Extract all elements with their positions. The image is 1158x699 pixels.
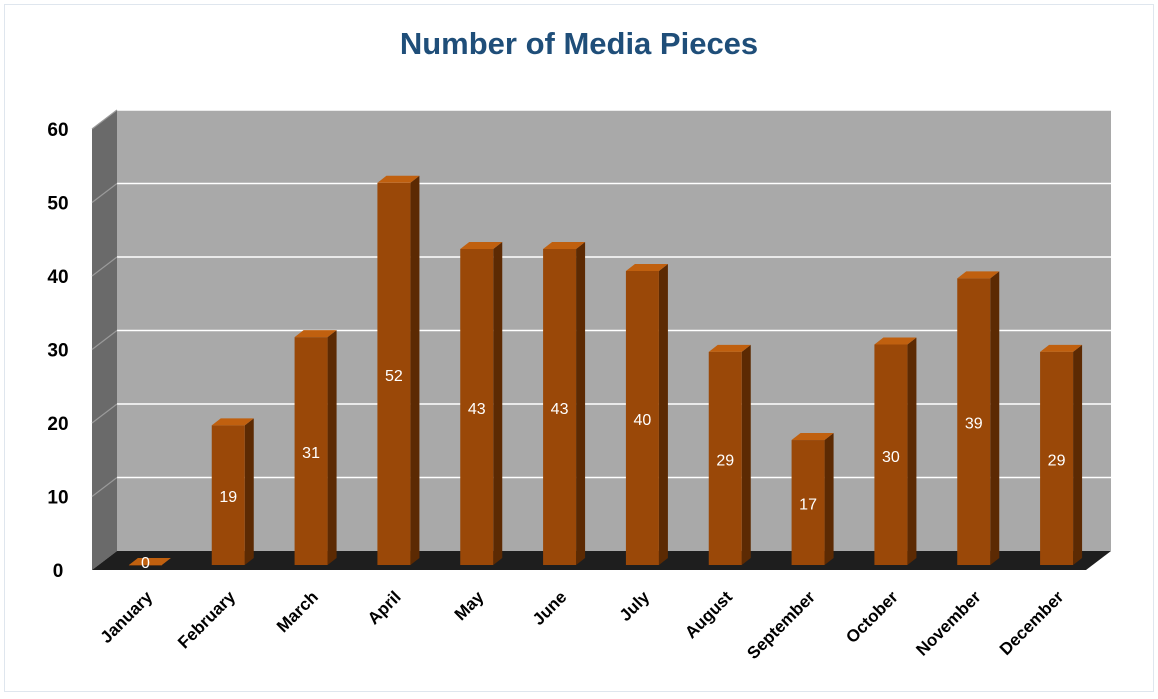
bar-top: [874, 337, 917, 345]
data-label: 30: [882, 449, 900, 466]
bar: [1040, 351, 1074, 565]
bar: [294, 337, 328, 565]
bar-top: [128, 558, 171, 565]
bar-top: [543, 241, 586, 249]
data-label: 17: [799, 497, 817, 514]
x-tick-label: May: [451, 587, 488, 624]
bar: [874, 344, 908, 565]
x-tick-label: March: [273, 587, 322, 636]
chart-title: Number of Media Pieces: [399, 26, 759, 61]
x-tick-label: July: [616, 587, 654, 625]
bar-side: [658, 264, 668, 565]
data-label: 43: [468, 401, 486, 418]
y-tick-label: 10: [47, 488, 68, 509]
y-tick-label: 0: [53, 561, 64, 582]
bar-top: [708, 344, 751, 352]
y-tick-label: 40: [47, 267, 68, 288]
bar: [957, 278, 991, 565]
data-label: 19: [219, 489, 237, 506]
data-label: 52: [385, 368, 403, 385]
bar-side: [327, 330, 337, 565]
bar-top: [957, 271, 1000, 279]
y-tick-label: 20: [47, 414, 68, 435]
bar: [543, 248, 577, 565]
bar-side: [1073, 344, 1083, 565]
bar: [460, 248, 494, 565]
bar: [377, 182, 411, 566]
x-tick-label: August: [681, 587, 736, 642]
gridline-side: [91, 256, 118, 277]
y-tick-label: 60: [47, 120, 68, 141]
x-tick-label: December: [996, 587, 1068, 659]
x-tick-label: April: [364, 587, 405, 628]
gridline-side: [91, 109, 118, 130]
bar-top: [791, 433, 834, 441]
bar-side: [244, 418, 254, 565]
bar-side: [493, 241, 503, 565]
data-label: 29: [1048, 452, 1066, 469]
bar: [625, 271, 659, 565]
bar-top: [460, 241, 503, 249]
bar: [791, 440, 825, 565]
bar-top: [1040, 344, 1083, 352]
bar-side: [576, 241, 586, 565]
data-label: 29: [716, 452, 734, 469]
bar-top: [377, 175, 420, 183]
y-tick-label: 50: [47, 194, 68, 215]
bar-side: [990, 271, 1000, 565]
x-tick-label: February: [174, 587, 239, 652]
bar-side: [824, 433, 834, 565]
x-tick-label: November: [912, 587, 984, 659]
bar-top: [625, 264, 668, 271]
bar-top: [211, 418, 254, 426]
bar-side: [410, 175, 420, 566]
bar-top: [294, 330, 337, 338]
bar: [128, 565, 162, 566]
x-tick-label: June: [529, 587, 570, 628]
bar-side: [741, 344, 751, 565]
gridline-side: [91, 477, 118, 497]
gridline-side: [91, 330, 118, 350]
data-label: 39: [965, 416, 983, 433]
x-tick-label: October: [842, 587, 902, 647]
bar-side: [907, 337, 917, 565]
x-tick-label: September: [743, 587, 819, 663]
gridline-side: [91, 403, 118, 424]
gridline-side: [91, 183, 118, 203]
data-label: 31: [302, 445, 320, 462]
data-label: 40: [634, 412, 652, 429]
floor: [92, 551, 1111, 570]
y-tick-label: 30: [47, 341, 68, 362]
data-label: 43: [551, 401, 569, 418]
x-tick-label: January: [97, 587, 157, 647]
data-label: 0: [141, 555, 150, 572]
bar: [211, 425, 245, 565]
bar: [708, 351, 742, 565]
